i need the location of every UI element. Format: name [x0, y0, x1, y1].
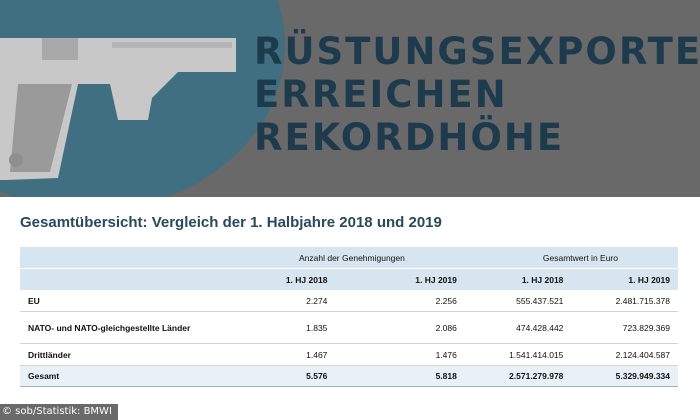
table-cell: 474.428.442 — [464, 311, 572, 344]
total-cell: 5.576 — [206, 365, 336, 387]
table-cell: 555.437.521 — [464, 290, 572, 312]
total-label: Gesamt — [20, 365, 206, 387]
total-row: Gesamt 5.576 5.818 2.571.279.978 5.329.9… — [20, 365, 678, 387]
row-label: NATO- und NATO-gleichgestellte Länder — [20, 311, 206, 344]
table-cell: 1.835 — [206, 311, 336, 344]
table-title: Gesamtübersicht: Vergleich der 1. Halbja… — [20, 214, 442, 231]
group-header-row: Anzahl der Genehmigungen Gesamtwert in E… — [20, 247, 678, 269]
column-header: 1. HJ 2018 — [206, 268, 336, 290]
photo-credit: © sob/Statistik: BMWI — [0, 404, 118, 420]
table-row: Drittländer 1.467 1.476 1.541.414.015 2.… — [20, 343, 678, 366]
group-header-gesamtwert: Gesamtwert in Euro — [464, 247, 678, 269]
row-label: EU — [20, 290, 206, 312]
table-cell: 2.274 — [206, 290, 336, 312]
group-header-genehmigungen: Anzahl der Genehmigungen — [206, 247, 465, 269]
header-banner: RÜSTUNGSEXPORTE ERREICHEN REKORDHÖHE — [0, 0, 700, 197]
table-cell: 1.476 — [335, 343, 465, 366]
column-header: 1. HJ 2019 — [571, 268, 678, 290]
table-row: EU 2.274 2.256 555.437.521 2.481.715.378 — [20, 290, 678, 312]
column-header-row: 1. HJ 2018 1. HJ 2019 1. HJ 2018 1. HJ 2… — [20, 268, 678, 290]
table-cell: 2.256 — [335, 290, 465, 312]
headline-line-1: RÜSTUNGSEXPORTE — [254, 30, 700, 73]
total-cell: 2.571.279.978 — [464, 365, 572, 387]
group-header-spacer — [20, 247, 206, 269]
table-cell: 2.481.715.378 — [571, 290, 678, 312]
headline: RÜSTUNGSEXPORTE ERREICHEN REKORDHÖHE — [254, 30, 700, 159]
row-label: Drittländer — [20, 343, 206, 366]
pistol-icon — [0, 38, 236, 180]
column-header: 1. HJ 2019 — [335, 268, 465, 290]
exports-comparison-table: Anzahl der Genehmigungen Gesamtwert in E… — [20, 247, 678, 387]
table-cell: 1.541.414.015 — [464, 343, 572, 366]
headline-line-2: ERREICHEN — [254, 73, 508, 116]
table-cell: 2.086 — [335, 311, 465, 344]
total-cell: 5.818 — [335, 365, 465, 387]
total-cell: 5.329.949.334 — [571, 365, 678, 387]
column-header-spacer — [20, 268, 206, 290]
table-cell: 1.467 — [206, 343, 336, 366]
table-row: NATO- und NATO-gleichgestellte Länder 1.… — [20, 311, 678, 344]
table-cell: 2.124.404.587 — [571, 343, 678, 366]
table-cell: 723.829.369 — [571, 311, 678, 344]
column-header: 1. HJ 2018 — [464, 268, 572, 290]
headline-line-3: REKORDHÖHE — [254, 116, 565, 159]
